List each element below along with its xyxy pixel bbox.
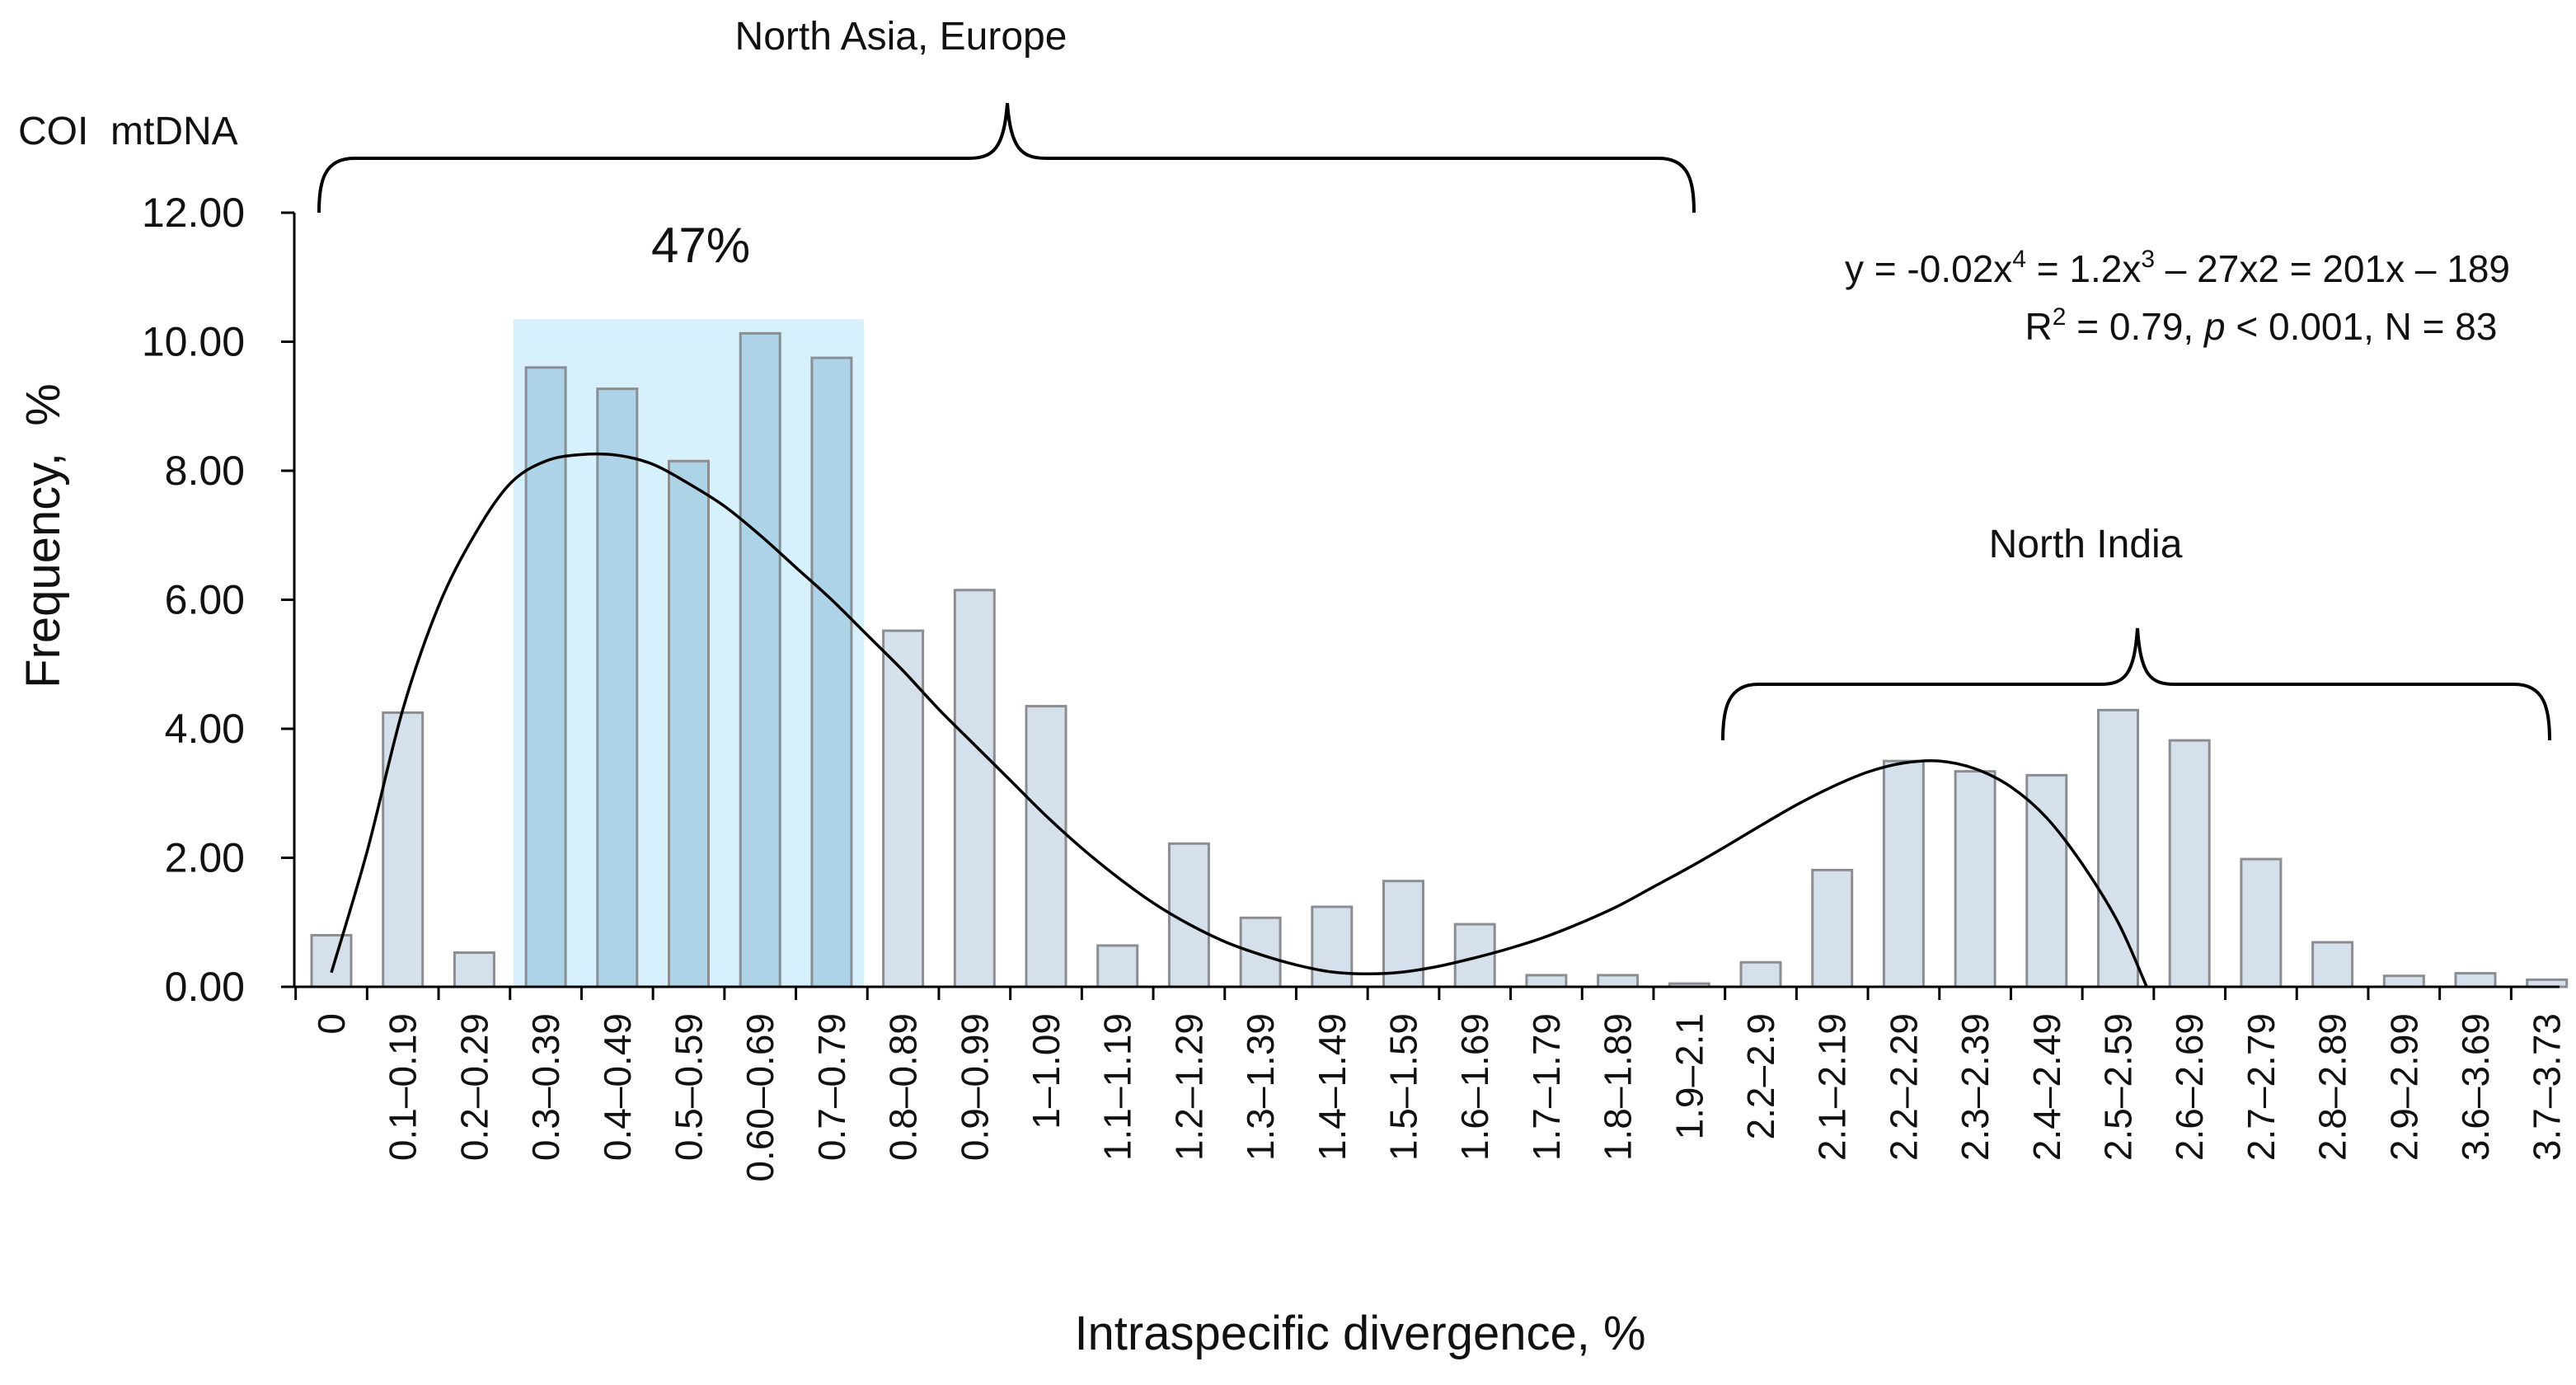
x-tick-label: 0.3–0.39 — [524, 1013, 567, 1161]
equation-part-3: – 27x2 = 201x – 189 — [2155, 247, 2510, 290]
bar-8 — [810, 356, 853, 988]
x-tick-label: 1.1–1.19 — [1096, 1013, 1139, 1161]
bar-5 — [596, 387, 639, 988]
bar-12 — [1096, 944, 1139, 988]
x-tick-label: 1.4–1.49 — [1311, 1013, 1354, 1161]
x-tick-label: 0.8–0.89 — [882, 1013, 925, 1161]
equation-exponent-4: 4 — [2012, 246, 2026, 273]
bar-6 — [668, 459, 710, 988]
trend-layer — [330, 452, 2148, 988]
stats-r-exponent: 2 — [2053, 303, 2067, 331]
bar-2 — [382, 711, 425, 988]
x-tick-label: 0 — [310, 1013, 353, 1035]
x-tick-label: 0.7–0.79 — [810, 1013, 853, 1161]
trendline-stats: R2 = 0.79, p < 0.001, N = 83 — [2025, 303, 2498, 348]
y-tick-label: 2.00 — [165, 835, 245, 881]
chart-title: COI mtDNA — [18, 110, 238, 153]
x-tick-label: 0.9–0.99 — [953, 1013, 996, 1161]
x-tick-label: 0.2–0.29 — [453, 1013, 495, 1161]
stats-p-value: < 0.001, N = 83 — [2226, 305, 2498, 348]
x-tick-label: 2.5–2.59 — [2097, 1013, 2140, 1161]
trendline-equation: y = -0.02x4 = 1.2x3 – 27x2 = 201x – 189 — [1845, 246, 2510, 290]
x-tick-label: 0.4–0.49 — [596, 1013, 639, 1161]
y-tick-label: 10.00 — [142, 319, 245, 365]
x-tick-labels: 0 0.1–0.19 0.2–0.29 0.3–0.39 0.4–0.49 0.5–0.5… — [310, 1013, 2569, 1182]
bar-19 — [1597, 974, 1640, 988]
north-india-label: North India — [1989, 523, 2183, 566]
equation-part-2: = 1.2x — [2026, 247, 2141, 290]
bar-27 — [2168, 739, 2211, 988]
y-tick-labels: 0.00 2.00 4.00 6.00 8.00 10.00 12.00 — [142, 190, 245, 1010]
x-tick-label: 2.7–2.79 — [2240, 1013, 2283, 1161]
bar-25 — [2025, 773, 2068, 988]
y-axis-title: Frequency, % — [16, 383, 70, 688]
x-tick-label: 2.2–2.9 — [1739, 1013, 1782, 1139]
bar-11 — [1025, 705, 1067, 988]
bar-22 — [1811, 868, 1854, 988]
bar-14 — [1239, 916, 1282, 988]
equation-part-1: y = -0.02x — [1845, 247, 2012, 290]
north-india-bracket — [1721, 627, 2551, 741]
y-tick-label: 4.00 — [165, 706, 245, 752]
x-tick-label: 3.7–3.73 — [2526, 1013, 2569, 1161]
x-tick-label: 2.2–2.29 — [1882, 1013, 1925, 1161]
bar-21 — [1739, 960, 1782, 988]
x-tick-label: 0.60–0.69 — [739, 1013, 781, 1182]
stats-p: p — [2203, 305, 2226, 348]
x-tick-label: 2.8–2.89 — [2311, 1013, 2354, 1161]
x-tick-label: 1.6–1.69 — [1453, 1013, 1496, 1161]
bar-1 — [310, 933, 353, 988]
y-tick-label: 8.00 — [165, 448, 245, 494]
bar-10 — [953, 589, 996, 988]
y-tick-label: 6.00 — [165, 577, 245, 623]
x-tick-label: 1.9–2.1 — [1668, 1013, 1710, 1139]
bar-30 — [2382, 974, 2425, 988]
bar-26 — [2097, 708, 2139, 988]
x-tick-label: 2.3–2.39 — [1954, 1013, 1997, 1161]
x-tick-label: 3.6–3.69 — [2454, 1013, 2497, 1161]
axes-layer — [281, 211, 2560, 1000]
bar-7 — [739, 331, 781, 988]
north-asia-europe-label: North Asia, Europe — [735, 15, 1067, 59]
bar-23 — [1882, 759, 1925, 988]
stats-r: R — [2025, 305, 2053, 348]
stats-r-value: = 0.79, — [2066, 305, 2204, 348]
bars-layer — [310, 331, 2569, 988]
x-tick-label: 1.3–1.39 — [1239, 1013, 1282, 1161]
bar-24 — [1954, 770, 1997, 988]
bar-9 — [882, 629, 925, 988]
x-tick-label: 1–1.09 — [1025, 1013, 1067, 1129]
equation-exponent-3: 3 — [2141, 246, 2155, 273]
x-tick-label: 2.6–2.69 — [2168, 1013, 2211, 1161]
x-tick-label: 1.8–1.89 — [1597, 1013, 1640, 1161]
x-tick-label: 1.2–1.29 — [1167, 1013, 1210, 1161]
bar-31 — [2454, 972, 2497, 988]
x-tick-label: 1.5–1.59 — [1382, 1013, 1425, 1161]
x-axis-title: Intraspecific divergence, % — [1074, 1307, 1645, 1360]
bar-29 — [2311, 941, 2354, 988]
x-tick-label: 2.9–2.99 — [2382, 1013, 2425, 1161]
north-asia-europe-bracket — [317, 102, 1696, 214]
bar-15 — [1311, 905, 1354, 988]
bar-3 — [453, 951, 495, 988]
bar-28 — [2240, 857, 2283, 988]
x-tick-label: 1.7–1.79 — [1525, 1013, 1568, 1161]
x-tick-label: 2.4–2.49 — [2025, 1013, 2068, 1161]
bar-18 — [1525, 974, 1568, 988]
x-tick-label: 2.1–2.19 — [1811, 1013, 1854, 1161]
x-tick-label: 0.1–0.19 — [382, 1013, 425, 1161]
highlight-percent-label: 47% — [651, 218, 750, 273]
polynomial-trendline — [330, 452, 2148, 988]
y-tick-label: 0.00 — [165, 964, 245, 1010]
x-tick-label: 0.5–0.59 — [668, 1013, 711, 1161]
y-tick-label: 12.00 — [142, 190, 245, 236]
